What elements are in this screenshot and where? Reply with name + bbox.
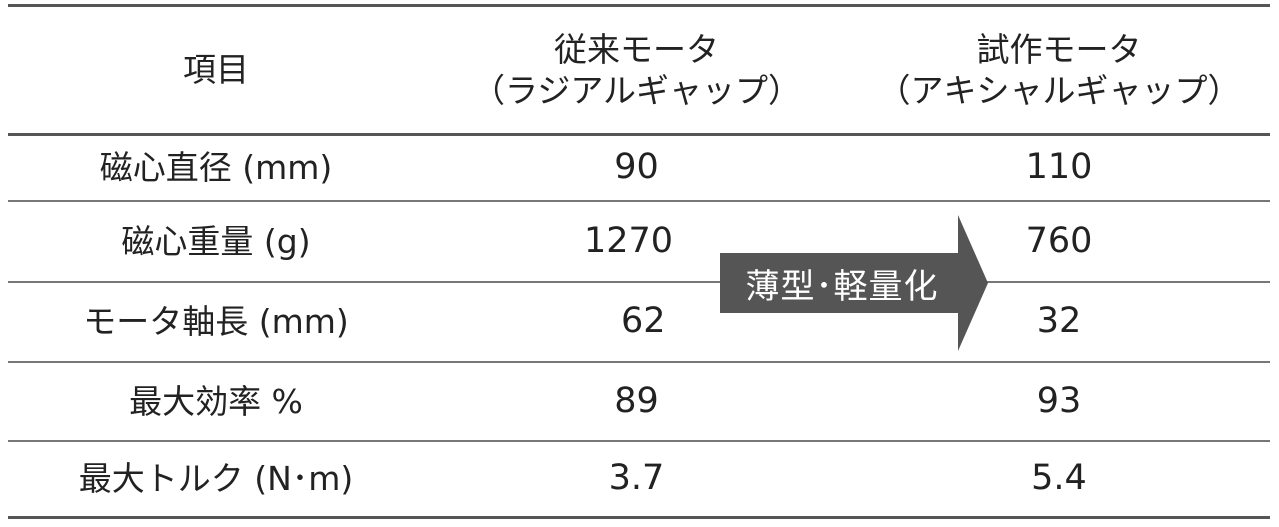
row-label: 磁心重量 (g) [121,221,311,261]
prototype-value: 110 [1025,147,1093,188]
conventional-value: 62 [621,301,666,342]
header-prototype-title: 試作モータ [976,29,1142,69]
table-row: 最大トルク (N･m) 3.7 5.4 [0,442,1279,516]
header-conventional-title: 従来モータ [553,29,719,69]
table-row: 最大効率 % 89 93 [0,363,1279,440]
header-row: 項目 従来モータ （ラジアルギャップ） 試作モータ （アキシャルギャップ） [0,7,1279,133]
right-arrow-icon [720,215,988,351]
prototype-value: 32 [1036,301,1082,342]
header-prototype: 試作モータ （アキシャルギャップ） [849,7,1269,133]
header-conventional-subtitle: （ラジアルギャップ） [471,71,801,110]
row-label: 最大トルク (N･m) [78,459,354,499]
table-top-border [8,4,1270,7]
table-bottom-border [8,516,1270,519]
header-prototype-subtitle: （アキシャルギャップ） [877,71,1241,110]
conventional-value: 89 [614,380,659,421]
table-row: モータ軸長 (mm) 62 32 [0,283,1279,361]
header-item-label: 項目 [183,50,249,90]
arrow-label: 薄型･軽量化 [745,266,939,307]
row-divider [8,440,1270,442]
header-item: 項目 [8,7,424,133]
prototype-value: 5.4 [1031,458,1087,499]
row-label: モータ軸長 (mm) [83,302,349,342]
conventional-value: 1270 [584,220,674,261]
header-bottom-border [8,133,1270,136]
row-divider [8,361,1270,363]
prototype-value: 93 [1036,380,1082,421]
table-row: 磁心重量 (g) 1270 760 [0,202,1279,281]
table-row: 磁心直径 (mm) 90 110 [0,136,1279,200]
conventional-value: 3.7 [608,458,665,499]
row-divider [8,281,1270,283]
row-label: 磁心直径 (mm) [99,148,333,188]
conventional-value: 90 [614,147,659,188]
row-divider [8,200,1270,202]
header-conventional: 従来モータ （ラジアルギャップ） [424,7,849,133]
row-label: 最大効率 % [129,381,303,421]
prototype-value: 760 [1025,220,1093,261]
